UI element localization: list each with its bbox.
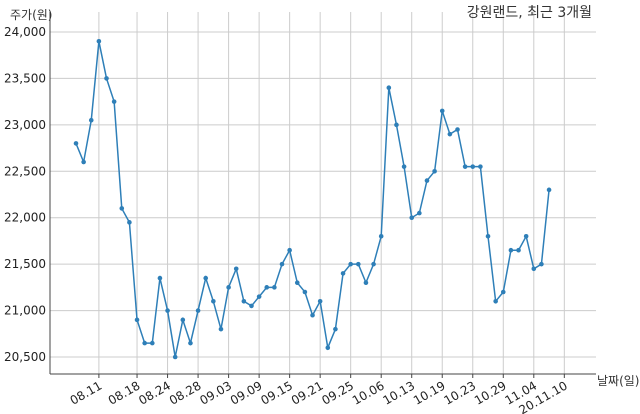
x-tick-label: 09.09 [228, 378, 265, 407]
data-point [531, 266, 537, 272]
data-point [493, 298, 498, 304]
data-point [401, 164, 407, 169]
data-point [546, 187, 552, 193]
data-point [203, 275, 209, 281]
x-tick-label: 10.13 [380, 378, 417, 407]
x-tick-label: 10.29 [472, 378, 509, 407]
data-point [249, 303, 254, 309]
data-point [104, 76, 109, 81]
data-point [539, 261, 544, 267]
data-point [462, 164, 468, 169]
x-tick-label: 10.23 [442, 378, 479, 407]
y-tick-label: 23,500 [4, 71, 46, 85]
y-tick-label: 22,000 [4, 211, 46, 225]
data-point [134, 317, 140, 323]
data-point [378, 233, 384, 239]
y-tick-label: 24,000 [4, 25, 46, 39]
data-point [500, 289, 506, 295]
data-point [523, 233, 529, 239]
data-point [279, 261, 285, 267]
data-point [264, 285, 270, 290]
data-point [447, 131, 453, 137]
data-point [317, 298, 323, 304]
data-point [165, 308, 170, 313]
data-point [394, 122, 399, 128]
data-point [211, 298, 216, 304]
x-tick-label: 10.06 [350, 378, 387, 407]
series-line [75, 41, 550, 358]
grid [50, 12, 596, 374]
data-point [485, 233, 491, 239]
data-point [142, 340, 147, 346]
data-point [172, 354, 178, 360]
data-point [157, 275, 163, 281]
data-point [188, 340, 193, 346]
x-tick-label: 08.24 [136, 378, 173, 407]
data-point [516, 247, 521, 253]
y-tick-label: 23,000 [4, 118, 46, 132]
data-point [386, 85, 392, 91]
data-point [180, 317, 186, 323]
y-tick-label: 20,500 [4, 350, 46, 364]
data-point [73, 141, 79, 146]
data-point [470, 164, 476, 169]
data-point [325, 345, 331, 351]
data-point [310, 312, 315, 318]
x-axis-title: 날짜(일) [597, 374, 639, 388]
data-point [333, 326, 338, 332]
data-point [287, 247, 292, 253]
y-tick-label: 21,000 [4, 304, 46, 318]
data-point [150, 340, 155, 346]
data-point [340, 271, 346, 276]
data-point [241, 298, 247, 304]
data-point [81, 159, 86, 165]
data-point [272, 285, 277, 290]
x-tick-label: 09.03 [197, 378, 234, 407]
data-point [356, 261, 361, 267]
axes [49, 12, 596, 375]
series [73, 38, 552, 360]
x-tick-label: 09.25 [319, 378, 356, 407]
data-point [256, 294, 262, 299]
data-point [409, 215, 415, 221]
data-point [96, 38, 102, 44]
x-tick-label: 09.15 [258, 378, 295, 407]
data-point [226, 285, 231, 290]
x-tick-label: 08.11 [68, 378, 105, 407]
data-point [88, 117, 94, 123]
x-tick-label: 08.28 [167, 378, 204, 407]
chart-title: 강원랜드, 최근 3개월 [467, 5, 592, 21]
data-point [233, 266, 239, 272]
data-point [455, 127, 460, 132]
data-point [439, 108, 445, 114]
y-tick-label: 22,500 [4, 164, 46, 178]
data-point [195, 308, 201, 313]
data-point [508, 247, 514, 253]
data-point [127, 220, 132, 225]
data-point [302, 289, 308, 295]
data-point [371, 261, 376, 267]
data-point [478, 164, 483, 169]
data-point [363, 280, 369, 286]
x-tick-label: 09.21 [289, 378, 326, 407]
y-ticks: 24,000 23,500 23,000 22,500 22,000 21,500 21,0… [4, 25, 46, 364]
data-point [424, 178, 430, 183]
x-tick-label: 08.18 [106, 378, 143, 407]
y-axis-title: 주가(원) [10, 8, 52, 22]
data-point [417, 210, 422, 216]
data-point [432, 168, 437, 174]
data-point [119, 206, 125, 211]
data-point [218, 326, 224, 332]
y-tick-label: 21,500 [4, 257, 46, 271]
data-point [348, 261, 353, 267]
data-point [294, 280, 300, 286]
x-ticks: 08.11 08.1808.2408.2809.0309.0909.1509.21… [68, 374, 570, 414]
data-point [111, 99, 117, 104]
x-tick-label: 10.19 [411, 378, 448, 407]
